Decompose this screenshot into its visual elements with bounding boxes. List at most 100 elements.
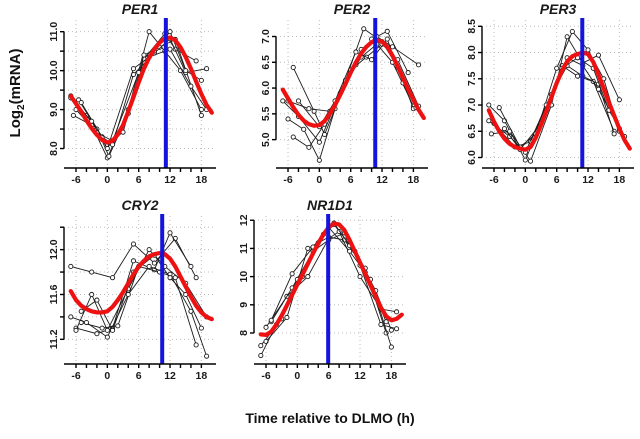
y-tick-label: 11.0 [48, 22, 60, 42]
data-point-circle [361, 26, 367, 32]
data-point-circle [263, 324, 269, 330]
data-point-circle [104, 145, 110, 152]
data-point-circle [130, 241, 137, 247]
data-point-circle [306, 144, 312, 150]
data-point-circle [106, 153, 112, 159]
panel-per1: 8.0 9.0 10.0 11.0 -6 0 6 12 18 PER1 [28, 1, 220, 203]
data-point-circle [316, 139, 322, 145]
data-point-circle [78, 308, 84, 314]
data-point-circle [188, 263, 194, 270]
data-point-circle [295, 98, 302, 104]
data-point-circle [378, 321, 384, 328]
data-point-circle [151, 260, 157, 266]
subject-trace [491, 35, 620, 163]
data-point-circle [394, 326, 400, 332]
data-point-circle [357, 274, 363, 280]
data-point-circle [569, 28, 575, 35]
red-mean-curve [486, 50, 632, 152]
data-point-circle [488, 131, 494, 137]
subject-trace [70, 265, 208, 357]
x-tick-label: 18 [614, 174, 626, 186]
data-point-circle [554, 65, 560, 71]
x-tick-label: 12 [164, 370, 176, 382]
x-tick-label: 0 [294, 370, 300, 382]
panel-per3: 6.0 6.5 7.0 7.5 8.0 8.5 -6 0 6 12 18 PER3 [446, 1, 638, 203]
data-point-circle [301, 126, 307, 132]
x-tick-label: -6 [261, 370, 270, 382]
data-point-circle [78, 100, 84, 106]
data-point-circle [305, 274, 311, 280]
data-point-circle [99, 325, 105, 331]
subject-trace [270, 232, 397, 330]
data-point-circle [89, 118, 95, 124]
data-point-circle [188, 83, 194, 89]
data-point-circle [172, 275, 178, 281]
data-point-circle [104, 327, 110, 333]
panel-nr1d1: 8 9 10 11 12 -6 0 6 12 18 NR1D1 [218, 197, 410, 399]
y-tick-label: 7.0 [466, 98, 478, 113]
data-point-circle [306, 106, 312, 112]
y-tick-label: 10 [238, 271, 250, 283]
data-point-circle [347, 248, 353, 254]
panel-svg: 5.0 5.5 6.0 6.5 7.0 -6 0 6 12 18 PER2 [260, 1, 428, 186]
data-point-circle [258, 352, 264, 359]
data-point-circle [405, 70, 411, 76]
data-point-circle [146, 29, 152, 35]
data-point-circle [130, 66, 137, 72]
data-point-circle [198, 77, 204, 83]
data-point-circle [595, 86, 602, 92]
x-tick-label: 0 [522, 174, 528, 186]
data-point-circle [285, 116, 291, 122]
data-point-circle [193, 342, 199, 348]
y-tick-label: 5.0 [260, 132, 272, 147]
y-tick-label: 9.0 [48, 102, 60, 117]
x-tick-label: 12 [376, 174, 388, 186]
data-point-circle [130, 258, 137, 264]
data-point-circle [394, 309, 400, 315]
data-point-circle [595, 52, 602, 58]
y-tick-label: 11.2 [48, 329, 60, 349]
data-point-circle [115, 323, 121, 329]
data-point-circle [384, 28, 390, 34]
data-point-circle [167, 275, 173, 281]
data-point-circle [258, 343, 264, 349]
data-point-circle [268, 317, 274, 323]
x-tick-label: 18 [408, 174, 420, 186]
subject-trace [488, 64, 615, 162]
data-point-circle [384, 36, 390, 42]
panel-title: CRY2 [121, 198, 158, 213]
data-point-circle [167, 29, 173, 35]
data-point-circle [104, 334, 110, 340]
data-point-circle [416, 62, 422, 68]
x-tick-label: -6 [283, 174, 292, 186]
panel-svg: 8 9 10 11 12 -6 0 6 12 18 NR1D1 [238, 197, 406, 382]
data-point-circle [522, 157, 528, 163]
x-tick-label: -6 [71, 370, 80, 382]
red-mean-curve [258, 221, 404, 338]
y-tick-label: 6.0 [466, 150, 478, 165]
subject-trace [70, 48, 207, 150]
data-point-circle [496, 105, 502, 111]
data-point-circle [94, 297, 100, 303]
panel-title: PER2 [334, 2, 371, 17]
data-point-circle [204, 66, 210, 72]
data-point-circle [167, 230, 173, 236]
data-point-circle [183, 68, 189, 74]
data-point-circle [204, 353, 210, 359]
x-tick-label: 6 [326, 370, 332, 382]
y-tick-label: 5.5 [260, 106, 272, 121]
data-point-circle [486, 118, 492, 124]
panel-svg: 8.0 9.0 10.0 11.0 -6 0 6 12 18 PER1 [48, 1, 216, 186]
data-point-circle [110, 275, 116, 281]
y-tick-label: 6.0 [260, 81, 272, 96]
data-point-circle [280, 98, 286, 104]
x-tick-label: 18 [196, 174, 208, 186]
data-point-circle [486, 102, 492, 108]
y-tick-label: 7.0 [260, 29, 272, 44]
data-point-circle [564, 34, 570, 40]
x-tick-label: 18 [386, 370, 398, 382]
data-point-circle [289, 271, 295, 277]
y-tick-label: 12.0 [48, 239, 60, 260]
y-tick-label: 12 [238, 214, 250, 226]
